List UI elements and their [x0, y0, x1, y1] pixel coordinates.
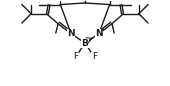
Text: B: B	[82, 39, 88, 47]
Text: N: N	[95, 29, 103, 38]
Text: F: F	[92, 52, 97, 61]
Text: F: F	[73, 52, 78, 61]
Text: +: +	[100, 27, 105, 32]
Text: N: N	[67, 29, 75, 38]
